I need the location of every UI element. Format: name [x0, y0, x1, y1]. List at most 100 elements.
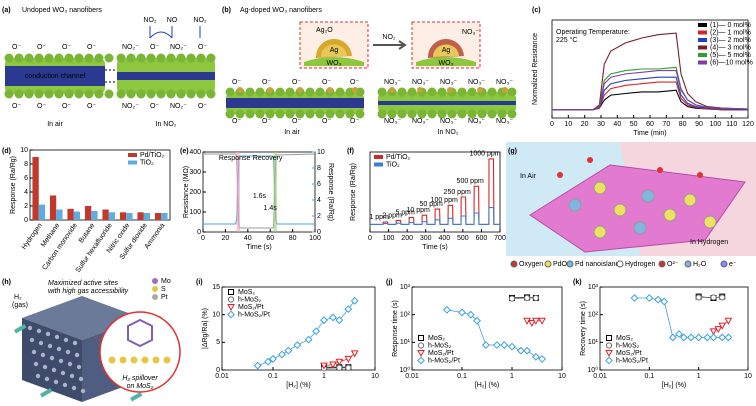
- legend-marker: [227, 310, 235, 319]
- annotation: 500 ppm: [457, 178, 484, 185]
- x-tick-label: 600: [476, 235, 488, 242]
- grain: [377, 109, 387, 119]
- ion-label: O⁻: [262, 118, 271, 125]
- legend-label: h-MoS₂: [428, 342, 452, 349]
- grain: [467, 109, 477, 119]
- gas-label: (gas): [12, 302, 28, 309]
- x-tick-label: 20: [222, 235, 230, 242]
- marker: [253, 361, 262, 370]
- cube-dot: [49, 355, 55, 361]
- grain: [44, 53, 54, 63]
- grain: [285, 109, 295, 119]
- ion-label: O⁻: [322, 79, 331, 86]
- bar: [56, 209, 63, 220]
- x-tick-label: 120: [742, 121, 754, 128]
- series-line: [552, 70, 749, 111]
- marker: [719, 294, 726, 301]
- grain: [116, 89, 126, 99]
- x-tick-label: 50: [630, 121, 638, 128]
- legend-swatch: [698, 30, 707, 35]
- legend-label: h-MoS₂/Pt: [238, 311, 270, 318]
- x-tick-label: 500: [457, 235, 469, 242]
- x-tick-label: 60: [266, 235, 274, 242]
- y-tick-label: 10³: [400, 284, 411, 291]
- legend-label: MoS₂/Pt: [428, 350, 454, 357]
- grain: [74, 89, 84, 99]
- legend-label: O²⁻: [667, 261, 679, 268]
- y-tick-label: 100: [189, 209, 201, 216]
- marker: [709, 333, 718, 342]
- ion-label: O⁻: [12, 103, 21, 110]
- grain: [146, 89, 156, 99]
- y-tick-label: 15: [212, 284, 220, 291]
- ag-particle: [447, 87, 453, 93]
- x-tick-label: 10: [744, 373, 752, 380]
- legend-swatch: [152, 278, 158, 284]
- cube-dot: [31, 349, 37, 355]
- cube-dot: [80, 388, 86, 394]
- y2-tick-label: 6: [317, 181, 321, 188]
- x-tick-label: 10: [564, 121, 572, 128]
- grain: [146, 53, 156, 63]
- ion-label: O⁻: [37, 44, 46, 51]
- panel-label: (e): [180, 148, 189, 155]
- grain: [315, 87, 325, 97]
- gas-label: NO₂: [143, 17, 157, 24]
- conduction-channel: [117, 72, 215, 80]
- grain: [427, 87, 437, 97]
- grain: [397, 87, 407, 97]
- legend-label: (1)— 0 mol%: [710, 22, 751, 29]
- y-axis-label: Resistance (MΩ): [183, 166, 190, 218]
- cube-dot: [44, 376, 50, 382]
- molecule: [657, 167, 663, 173]
- y-tick-label: 400: [189, 149, 201, 156]
- grain: [497, 109, 507, 119]
- y-tick-label: 0: [216, 367, 220, 374]
- conduction-channel: [378, 101, 516, 105]
- cube-dot: [36, 328, 42, 334]
- grain: [94, 53, 104, 63]
- ion-label: O⁻: [37, 103, 46, 110]
- pore: [40, 387, 53, 398]
- marker: [724, 317, 733, 325]
- cube-dot: [33, 361, 39, 367]
- grain: [507, 87, 517, 97]
- marker: [304, 335, 313, 344]
- legend-label: (3)— 2 mol%: [710, 37, 751, 44]
- marker: [695, 294, 702, 301]
- ion-label: NO₃⁻: [440, 118, 457, 125]
- y-tick-label: 6: [24, 175, 28, 182]
- y-tick-label: 10¹: [400, 339, 411, 346]
- grain: [64, 89, 74, 99]
- legend-marker: [417, 356, 425, 365]
- cube-dot: [45, 331, 51, 337]
- annotation: Response: [219, 155, 251, 162]
- grain: [136, 53, 146, 63]
- marker: [532, 317, 540, 325]
- ion-label: O⁻: [232, 79, 241, 86]
- ion-label: O⁻: [12, 44, 21, 51]
- ion-label: NO₃⁻: [384, 118, 401, 125]
- bar: [119, 212, 127, 220]
- legend-marker: [418, 335, 424, 341]
- panel-label: (i): [196, 279, 203, 286]
- marker: [645, 294, 654, 302]
- ag2o-label: Ag₂O: [316, 27, 333, 34]
- x-tick-label: 0.01: [215, 373, 229, 380]
- grain: [54, 89, 64, 99]
- cube-dot: [42, 364, 48, 370]
- cube-dot: [74, 352, 80, 358]
- legend-marker: [417, 350, 425, 358]
- marker: [336, 364, 343, 371]
- grain: [116, 53, 126, 63]
- x-tick-label: 60: [646, 121, 654, 128]
- grain: [255, 109, 265, 119]
- legend-label: (4)— 3 mol%: [710, 44, 751, 51]
- y-tick-label: 300: [189, 169, 201, 176]
- y-axis-label: Normalized Resistance: [532, 33, 539, 105]
- grain: [4, 53, 14, 63]
- gas-label: NO₂: [382, 34, 396, 41]
- legend-marker: [227, 296, 235, 303]
- x-tick-label: Hydrogen: [21, 222, 44, 251]
